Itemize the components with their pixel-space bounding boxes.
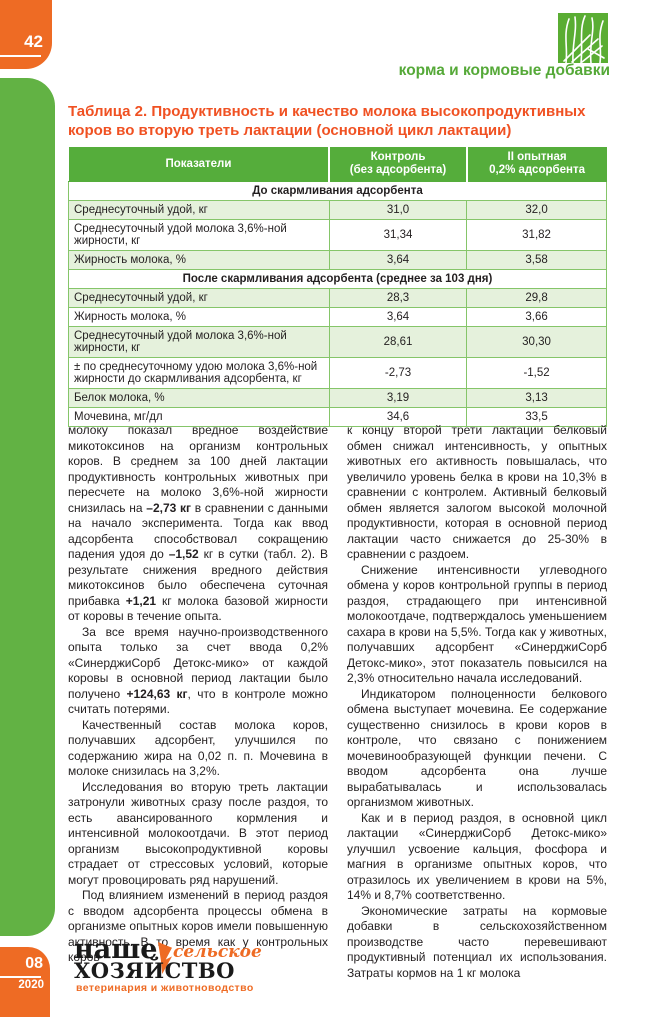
table-row: Среднесуточный удой молока 3,6%-ной жирн… xyxy=(68,219,607,251)
body-text: Как и в период раздоя, в основной цикл л… xyxy=(347,810,607,903)
body-text: , что в контроле можно считать потерями. xyxy=(68,686,328,717)
logo-word-nashe: наше xyxy=(74,934,158,965)
issue-number: 08 xyxy=(25,955,43,972)
table-cell-control: 31,0 xyxy=(328,200,468,220)
paragraph: к концу второй трети лактации белковый о… xyxy=(347,423,607,563)
table-cell-experimental: 3,58 xyxy=(466,250,607,270)
body-text: молоку показал вредное воздействие микот… xyxy=(68,423,328,515)
table-cell-name: ± по среднесуточному удою молока 3,6%-но… xyxy=(68,357,330,389)
table-cell-name: Среднесуточный удой молока 3,6%-ной жирн… xyxy=(68,219,330,251)
table-row: Среднесуточный удой, кг 28,3 29,8 xyxy=(68,288,607,308)
table-row: Среднесуточный удой, кг 31,0 32,0 xyxy=(68,200,607,220)
green-sidebar xyxy=(0,78,55,936)
body-text: Снижение интенсивности углеводного обмен… xyxy=(347,562,607,686)
body-text: Индикатором полноценности белкового обме… xyxy=(347,686,607,810)
table-cell-control: -2,73 xyxy=(328,357,468,389)
table-cell-experimental: 33,5 xyxy=(466,407,607,427)
table-cell-name: Среднесуточный удой молока 3,6%-ной жирн… xyxy=(68,326,330,358)
emphasized-value: –2,73 кг xyxy=(146,500,192,515)
body-text: Под влиянием изменений в период раздоя с… xyxy=(68,888,328,964)
table-header-cell: Контроль (без адсорбента) xyxy=(328,147,467,182)
rubric-label: корма и кормовые добавки xyxy=(398,62,610,79)
body-text: Исследования во вторую треть лактации за… xyxy=(68,779,328,887)
article-body: молоку показал вредное воздействие микот… xyxy=(68,423,607,981)
paragraph: За все время научно-производственного оп… xyxy=(68,625,328,718)
table-row: Жирность молока, % 3,64 3,58 xyxy=(68,250,607,270)
paragraph: Как и в период раздоя, в основной цикл л… xyxy=(347,811,607,904)
table-row: Белок молока, % 3,19 3,13 xyxy=(68,388,607,408)
milk-quality-table: Показатели Контроль (без адсорбента) II опы… xyxy=(68,147,607,427)
table-cell-experimental: 31,82 xyxy=(466,219,607,251)
table-section-label: До скармливания адсорбента xyxy=(68,181,607,201)
body-text: к концу второй трети лактации белковый о… xyxy=(347,423,607,561)
table-cell-name: Жирность молока, % xyxy=(68,250,330,270)
logo-word-khozyaystvo: ХОЗЯЙСТВО xyxy=(74,958,235,983)
paragraph: Исследования во вторую треть лактации за… xyxy=(68,780,328,889)
paragraph: Под влиянием изменений в период раздоя с… xyxy=(68,888,328,966)
paragraph: Снижение интенсивности углеводного обмен… xyxy=(347,563,607,687)
table-header-cell: Показатели xyxy=(68,147,330,182)
text-column-left: молоку показал вредное воздействие микот… xyxy=(68,423,328,981)
emphasized-value: +1,21 xyxy=(125,593,157,608)
table-header-row: Показатели Контроль (без адсорбента) II опы… xyxy=(68,147,607,182)
body-text: кг в сутки (табл. 2). В результате сниже… xyxy=(68,547,328,608)
table-row: Жирность молока, % 3,64 3,66 xyxy=(68,307,607,327)
table-cell-control: 31,34 xyxy=(328,219,468,251)
table-cell-control: 34,6 xyxy=(328,407,468,427)
publisher-logo: наше сельское ХОЗЯЙСТВО ветеринария и жи… xyxy=(74,934,314,998)
table-cell-experimental: 29,8 xyxy=(466,288,607,308)
table-row: Мочевина, мг/дл 34,6 33,5 xyxy=(68,407,607,427)
table-cell-name: Белок молока, % xyxy=(68,388,330,408)
table-title: Таблица 2. Продуктивность и качество мол… xyxy=(68,103,586,139)
emphasized-value: –1,52 xyxy=(168,547,199,561)
table-cell-name: Мочевина, мг/дл xyxy=(68,407,330,427)
table-cell-name: Среднесуточный удой, кг xyxy=(68,200,330,220)
page-number-tab: 42 xyxy=(0,0,52,69)
paragraph: Индикатором полноценности белкового обме… xyxy=(347,687,607,811)
table-cell-control: 3,19 xyxy=(328,388,468,408)
table-row: ± по среднесуточному удою молока 3,6%-но… xyxy=(68,357,607,389)
data-table: Показатели Контроль (без адсорбента) II опы… xyxy=(68,147,607,427)
table-section-row: После скармливания адсорбента (среднее з… xyxy=(68,269,607,289)
issue-box: 08 2020 xyxy=(0,947,50,1017)
body-text: Экономические затраты на кормовые добавк… xyxy=(347,903,607,980)
table-header-cell: II опытная 0,2% адсорбента xyxy=(465,147,607,182)
paragraph: Качественный состав молока коров, получа… xyxy=(68,718,328,780)
table-cell-experimental: 32,0 xyxy=(466,200,607,220)
emphasized-value: +124,63 кг xyxy=(126,686,188,701)
logo-word-selskoe: сельское xyxy=(173,942,262,962)
body-text: в сравнении с данными на начало эксперим… xyxy=(68,500,328,562)
table-cell-experimental: 30,30 xyxy=(466,326,607,358)
paragraph: молоку показал вредное воздействие микот… xyxy=(68,423,328,625)
table-cell-experimental: 3,13 xyxy=(466,388,607,408)
logo-tagline: ветеринария и животноводство xyxy=(76,982,254,994)
table-section-label: После скармливания адсорбента (среднее з… xyxy=(68,269,607,289)
paragraph: Экономические затраты на кормовые добавк… xyxy=(347,904,607,982)
table-cell-control: 3,64 xyxy=(328,307,468,327)
table-section-row: До скармливания адсорбента xyxy=(68,181,607,201)
issue-underline xyxy=(0,976,41,978)
page-number-underline xyxy=(0,55,41,57)
body-text: Качественный состав молока коров, получа… xyxy=(68,717,328,779)
issue-year: 2020 xyxy=(18,979,44,991)
table-cell-name: Среднесуточный удой, кг xyxy=(68,288,330,308)
body-text: За все время научно-производственного оп… xyxy=(68,624,328,701)
grass-icon xyxy=(558,13,608,64)
table-cell-control: 28,61 xyxy=(328,326,468,358)
table-cell-name: Жирность молока, % xyxy=(68,307,330,327)
table-cell-control: 28,3 xyxy=(328,288,468,308)
table-cell-control: 3,64 xyxy=(328,250,468,270)
page-number: 42 xyxy=(24,32,43,51)
table-cell-experimental: -1,52 xyxy=(466,357,607,389)
body-text: кг молока базовой жирности от коровы в т… xyxy=(68,593,328,624)
table-cell-experimental: 3,66 xyxy=(466,307,607,327)
text-column-right: к концу второй трети лактации белковый о… xyxy=(347,423,607,981)
table-row: Среднесуточный удой молока 3,6%-ной жирн… xyxy=(68,326,607,358)
